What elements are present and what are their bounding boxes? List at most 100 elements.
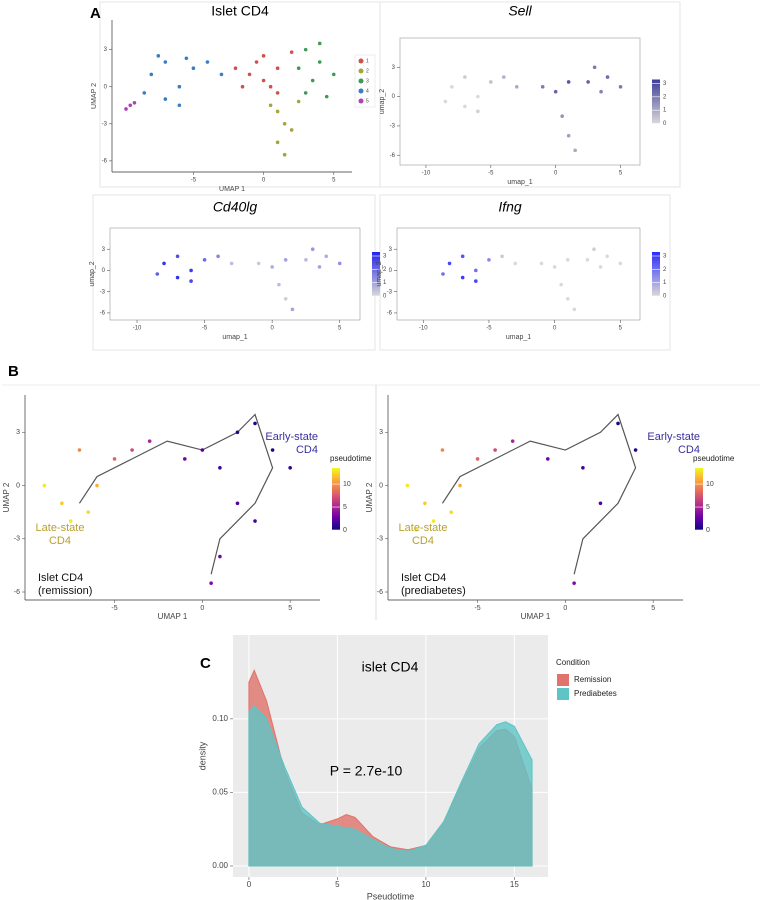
point (163, 60, 168, 64)
point (268, 84, 273, 89)
y-tick-label: 3 (104, 47, 108, 53)
x-axis-label: umap_1 (222, 334, 247, 341)
point (60, 501, 64, 506)
point (450, 85, 454, 89)
y-tick-label: -3 (390, 124, 396, 130)
colorbar-label: 10 (706, 481, 714, 488)
y-tick-label: 3 (379, 429, 383, 436)
x-tick-label: -5 (486, 326, 492, 332)
x-tick-label: 5 (619, 171, 623, 177)
x-tick-label: 10 (421, 880, 430, 889)
point (423, 501, 427, 506)
colorbar-label: 0 (663, 121, 667, 127)
point (155, 272, 160, 276)
point (261, 78, 266, 83)
y-axis-label: umap_2 (379, 89, 386, 114)
colorbar-label: 10 (343, 481, 351, 488)
point (633, 448, 638, 452)
point (177, 84, 182, 89)
panel-letter: B (8, 363, 19, 380)
panel-letter: C (200, 655, 211, 672)
x-axis-label: umap_1 (507, 179, 532, 186)
point (177, 103, 182, 108)
point (431, 519, 436, 523)
point (200, 448, 205, 452)
point (282, 122, 287, 126)
panel-border (379, 1, 681, 188)
y-tick-label: 0 (102, 268, 106, 274)
point (585, 258, 590, 262)
colorbar-title: pseudotime (693, 454, 735, 463)
point (447, 261, 452, 266)
legend-swatch (358, 78, 364, 84)
point (552, 265, 557, 269)
x-tick-label: 5 (619, 326, 623, 332)
colorbar-label: 2 (383, 267, 387, 273)
point (449, 510, 454, 514)
point (77, 448, 82, 452)
x-tick-label: -5 (488, 171, 494, 177)
point (317, 41, 322, 46)
point (476, 94, 480, 99)
colorbar-label: 1 (663, 108, 667, 114)
point (130, 448, 134, 452)
y-tick-label: -6 (387, 311, 393, 317)
point (598, 501, 603, 506)
colorbar (652, 79, 660, 124)
plot-border (399, 37, 641, 166)
point (112, 457, 117, 461)
point (282, 152, 287, 157)
point (275, 140, 280, 145)
x-tick-label: 0 (553, 326, 557, 332)
point (331, 72, 336, 77)
annotation: P = 2.7e-10 (330, 763, 403, 779)
point (149, 72, 154, 77)
y-axis-label: umap_2 (89, 261, 96, 286)
point (303, 47, 308, 52)
y-tick-label: -6 (377, 589, 383, 596)
point (592, 65, 597, 70)
point (218, 465, 222, 470)
point (175, 275, 180, 280)
colorbar (652, 252, 660, 296)
point (189, 279, 193, 283)
point (219, 72, 224, 77)
colorbar-label: 3 (663, 81, 667, 87)
point (296, 99, 301, 104)
annotation: CD4 (296, 444, 318, 456)
point (405, 483, 410, 488)
point (441, 272, 445, 276)
y-tick-label: -6 (100, 311, 106, 317)
x-axis-label: UMAP 1 (219, 186, 245, 193)
legend-label: Remission (574, 675, 611, 684)
panel-border (99, 1, 381, 188)
point (310, 247, 315, 252)
point (209, 581, 213, 585)
chart-title: Islet CD4 (211, 3, 269, 19)
y-tick-label: -3 (14, 536, 20, 543)
point (283, 258, 288, 262)
x-tick-label: 0 (270, 326, 274, 332)
y-tick-label: 0 (104, 84, 108, 90)
point (205, 60, 210, 64)
y-axis-label: density (197, 741, 207, 770)
point (605, 75, 610, 79)
colorbar-label: 5 (706, 504, 710, 511)
point (545, 457, 550, 461)
point (414, 528, 418, 532)
point (156, 54, 161, 58)
legend-swatch (557, 674, 569, 686)
legend-box (354, 54, 376, 108)
y-tick-label: -3 (100, 289, 106, 295)
point (487, 258, 491, 262)
annotation: Late-state (36, 522, 85, 534)
point (572, 307, 577, 312)
point (277, 282, 281, 287)
point (463, 104, 467, 109)
point (261, 54, 266, 58)
x-tick-label: -10 (422, 171, 431, 177)
point (289, 50, 294, 54)
annotation: Early-state (265, 431, 318, 443)
colorbar-label: 1 (383, 280, 387, 286)
x-tick-label: -5 (191, 178, 197, 184)
